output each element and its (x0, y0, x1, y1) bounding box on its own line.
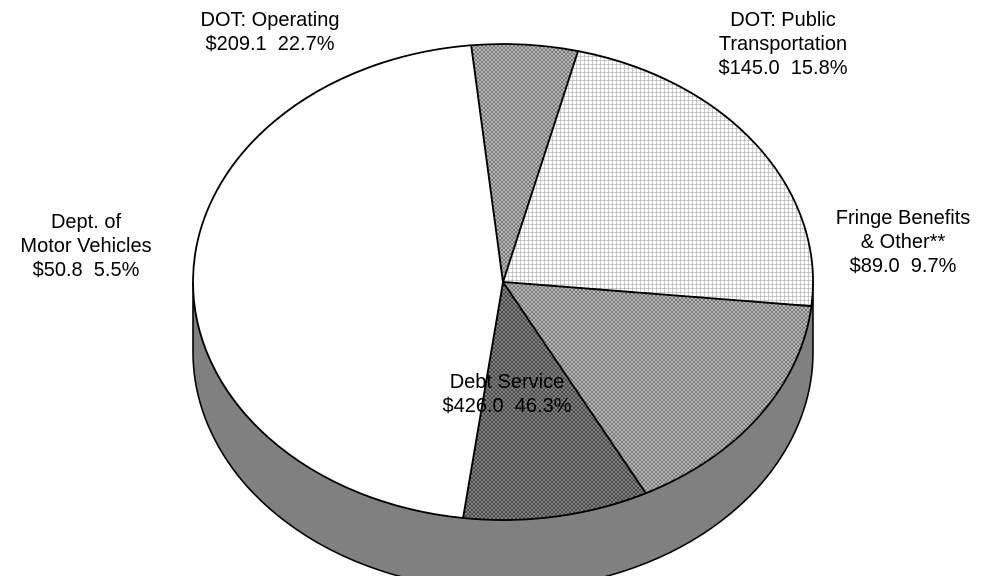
pie-slice-2 (462, 281, 647, 521)
pie-slice-1 (502, 281, 813, 495)
label-dot-operating: DOT: Operating $209.1 22.7% (200, 9, 340, 55)
label-debt-service: Debt Service $426.0 46.3% (442, 371, 572, 417)
label-fringe-benefits: Fringe Benefits & Other** $89.0 9.7% (835, 207, 971, 277)
label-motor-vehicles: Dept. of Motor Vehicles $50.8 5.5% (20, 211, 152, 281)
pie-slice-3 (192, 44, 504, 519)
label-dot-public-transportation: DOT: Public Transportation $145.0 15.8% (718, 9, 848, 79)
pie-slice-4 (470, 43, 579, 283)
pie-slice-0 (502, 50, 814, 308)
